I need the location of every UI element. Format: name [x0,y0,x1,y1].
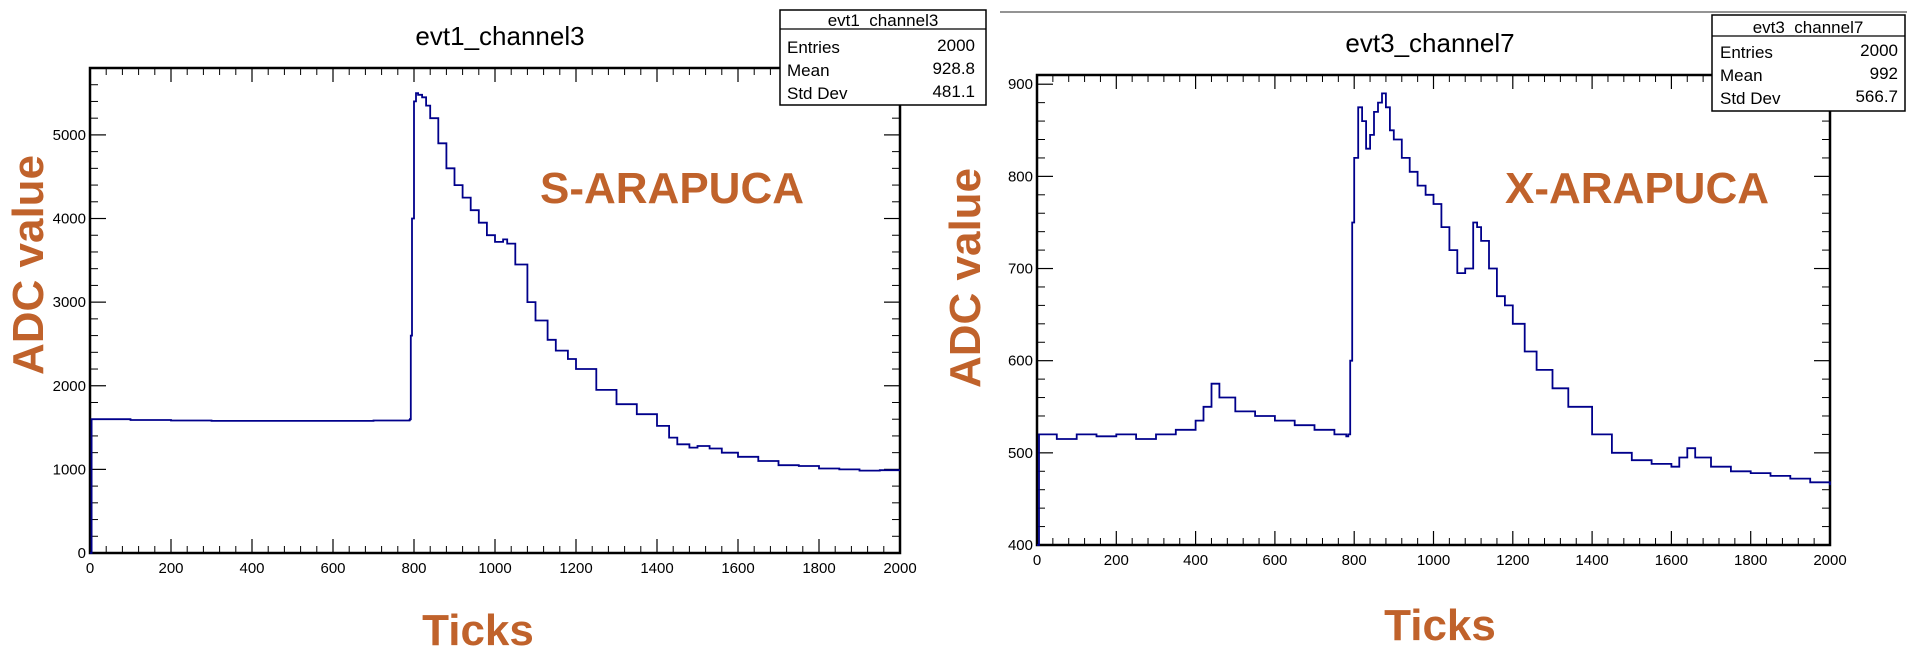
stats-title-left: evt1_channel3 [828,11,939,30]
y-tick-label: 4000 [53,211,86,228]
stats-box-right: evt3_channel7 Entries 2000 Mean 992 Std … [1711,14,1906,112]
x-tick-label: 800 [401,560,426,577]
stats-value-stddev-left: 481.1 [932,82,975,101]
chart-panel-right: evt3_channel7 0 200 400 600 800 1000 1200 1400 1… [941,14,1906,650]
chart-panel-left: evt1_channel3 0 200 400 600 800 1000 1200 1400 1… [4,9,987,651]
stats-box-left: evt1_channel3 Entries 2000 Mean 928.8 St… [779,9,987,106]
series-line-left [90,92,900,554]
stats-box-frame-right [1711,14,1906,112]
x-tick-label: 1200 [1496,552,1529,569]
x-tick-label: 0 [1033,552,1041,569]
x-tick-label: 1400 [640,560,673,577]
stats-box-frame-left [779,9,987,106]
y-tick-label: 1000 [53,461,86,478]
series-group-right [1037,92,1831,546]
y-tick-label: 2000 [53,378,86,395]
x-tick-label: 1400 [1575,552,1608,569]
chart-title-left: evt1_channel3 [415,21,584,51]
y-tick-label: 900 [1008,76,1033,93]
series-line-right [1037,92,1831,546]
y-tick-label: 600 [1008,353,1033,370]
annotation-x-arapuca: X-ARAPUCA [1505,164,1769,213]
plot-frame-left [88,66,902,555]
stats-label-mean-left: Mean [787,61,830,80]
y-tick-label: 400 [1008,537,1033,554]
x-axis-label-right: Ticks [1384,601,1496,650]
x-tick-label: 2000 [1813,552,1846,569]
x-tick-label: 200 [158,560,183,577]
stats-label-stddev-left: Std Dev [787,84,848,103]
x-tick-label: 200 [1104,552,1129,569]
plot-frame-right [1035,73,1832,547]
x-axis-label-left: Ticks [422,606,534,651]
x-tick-label: 800 [1342,552,1367,569]
stats-title-right: evt3_channel7 [1753,18,1864,37]
x-tick-label: 400 [1183,552,1208,569]
x-tick-label: 600 [320,560,345,577]
stats-value-mean-right: 992 [1870,64,1898,83]
y-tick-label: 500 [1008,445,1033,462]
x-tick-label: 0 [86,560,94,577]
y-tick-label: 700 [1008,261,1033,278]
y-axis-label-right: ADC value [941,168,990,388]
x-tick-label: 1600 [721,560,754,577]
stats-label-stddev-right: Std Dev [1720,89,1781,108]
y-tick-label: 0 [78,545,86,562]
x-tick-label: 1600 [1655,552,1688,569]
axis-ticks-left: 0 200 400 600 800 1000 1200 1400 1600 1800 2000 0 10… [53,67,917,577]
y-tick-label: 800 [1008,168,1033,185]
stats-label-entries-right: Entries [1720,43,1773,62]
x-tick-label: 600 [1262,552,1287,569]
stats-label-mean-right: Mean [1720,66,1763,85]
x-tick-label: 1000 [478,560,511,577]
annotation-s-arapuca: S-ARAPUCA [540,164,804,213]
x-tick-label: 1800 [1734,552,1767,569]
x-tick-label: 1800 [802,560,835,577]
x-tick-label: 400 [239,560,264,577]
stats-value-entries-left: 2000 [937,36,975,55]
x-tick-label: 1200 [559,560,592,577]
stats-value-entries-right: 2000 [1860,41,1898,60]
stats-value-mean-left: 928.8 [932,59,975,78]
y-axis-label-left: ADC value [4,155,53,375]
stats-value-stddev-right: 566.7 [1855,87,1898,106]
axis-ticks-right: 0 200 400 600 800 1000 1200 1400 1600 1800 2000 400… [1008,75,1847,569]
x-tick-label: 2000 [883,560,916,577]
y-tick-label: 5000 [53,127,86,144]
series-group-left [90,92,900,554]
x-tick-label: 1000 [1417,552,1450,569]
y-tick-label: 3000 [53,294,86,311]
stats-label-entries-left: Entries [787,38,840,57]
chart-title-right: evt3_channel7 [1345,28,1514,58]
